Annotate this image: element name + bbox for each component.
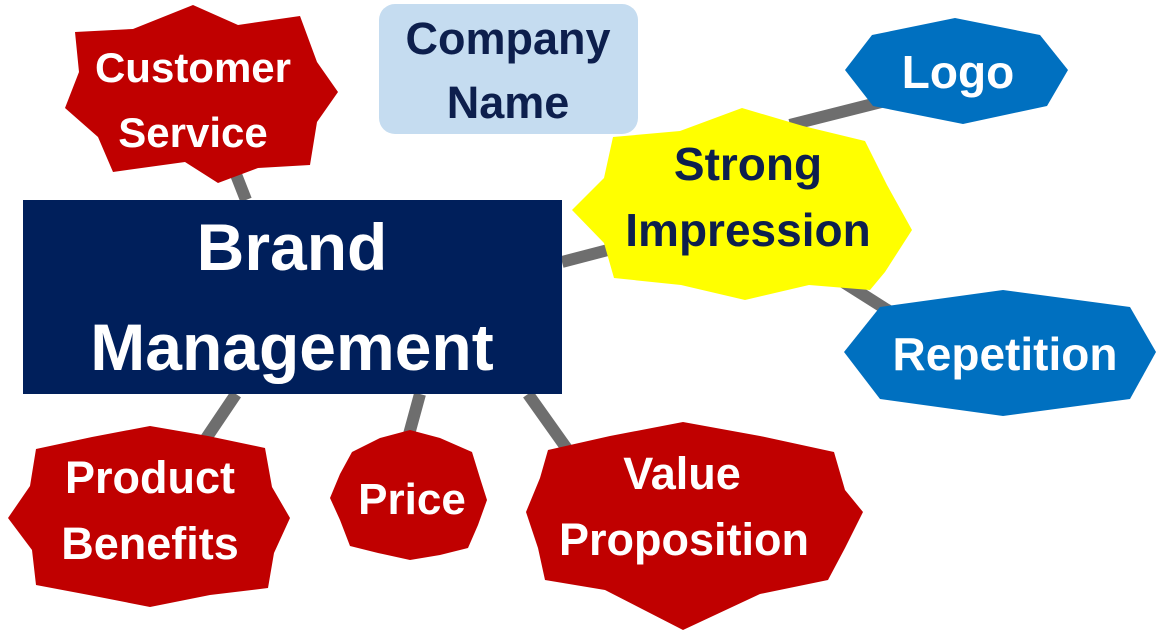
product-benefits-line2: Benefits [61,518,239,569]
value-proposition-node: Value Proposition [526,422,863,630]
value-proposition-shape [526,422,863,630]
price-node: Price [330,430,487,560]
connector-product-benefits [200,390,241,444]
central-node-box [23,200,562,394]
logo-node: Logo [845,18,1068,124]
product-benefits-shape [8,426,290,607]
price-shape [330,430,487,560]
logo-shape [845,18,1068,124]
strong-impression-line1: Strong [674,138,822,190]
value-proposition-line1: Value [623,448,741,499]
central-title-line1: Brand [197,210,388,284]
company-name-node: Company Name [379,4,638,134]
central-title-line2: Management [90,310,493,384]
logo-label: Logo [902,46,1014,98]
strong-impression-shape [572,108,912,300]
repetition-label: Repetition [893,328,1118,380]
product-benefits-line1: Product [65,452,235,503]
repetition-node: Repetition [844,290,1156,416]
value-proposition-line2: Proposition [559,514,809,565]
company-name-line2: Name [447,77,570,128]
strong-impression-line2: Impression [625,204,870,256]
strong-impression-node: Strong Impression [572,108,912,300]
repetition-shape [844,290,1156,416]
customer-service-node: Customer Service [65,5,338,183]
customer-service-line2: Service [118,109,267,156]
company-name-box [379,4,638,134]
price-label: Price [358,475,466,524]
company-name-line1: Company [405,13,610,64]
connector-customer-service [229,169,252,203]
connector-logo [788,95,887,131]
product-benefits-node: Product Benefits [8,426,290,607]
customer-service-shape [65,5,338,183]
central-node: Brand Management [23,200,562,394]
customer-service-line1: Customer [95,44,291,91]
connector-strong-impression [560,244,610,268]
